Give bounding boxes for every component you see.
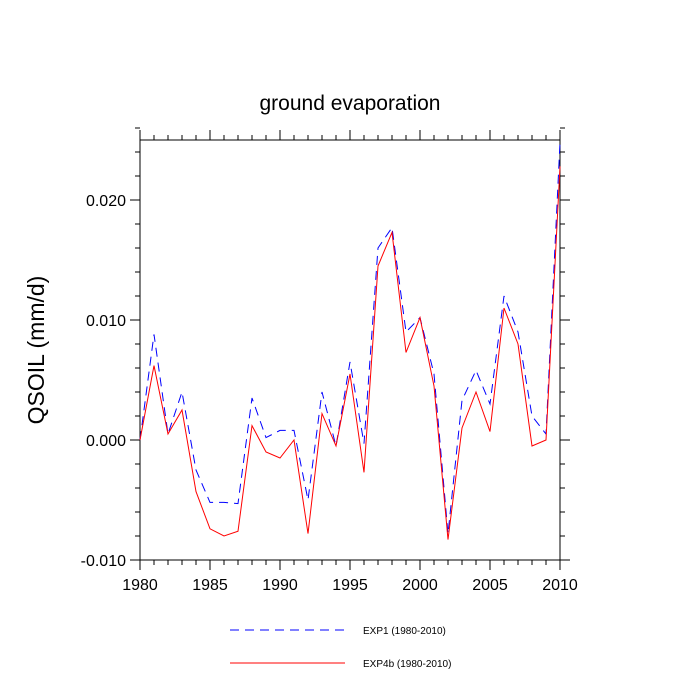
x-tick-label: 1980 [122,577,158,594]
series-line-2 [139,166,561,540]
x-tick-label: 1995 [332,577,368,594]
legend-label-2: EXP4b (1980-2010) [363,659,451,670]
y-tick-label: 0.000 [86,433,126,450]
axis-tick-labels: 1980 1985 1990 1995 2000 2005 2010 -0.010 0.000 0… [81,193,578,594]
x-tick-label: 2005 [472,577,508,594]
x-tick-label: 1985 [192,577,228,594]
axis-ticks [130,127,570,570]
series-lines [139,142,561,540]
x-tick-label: 2000 [402,577,438,594]
legend: EXP1 (1980-2010) EXP4b (1980-2010) [230,626,451,670]
y-tick-label: 0.020 [86,193,126,210]
chart-title: ground evaporation [260,92,441,115]
legend-label-1: EXP1 (1980-2010) [363,626,446,637]
y-tick-label: -0.010 [81,553,126,570]
y-axis-label: QSOIL (mm/d) [23,276,49,425]
x-tick-label: 1990 [262,577,298,594]
series-line-1 [139,142,561,534]
y-tick-label: 0.010 [86,313,126,330]
plot-frame [139,139,561,561]
x-tick-label: 2010 [542,577,578,594]
